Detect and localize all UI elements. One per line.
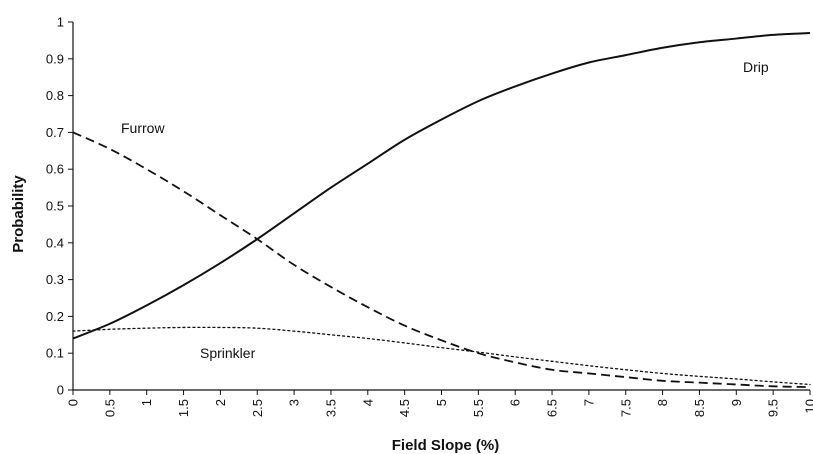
x-tick-label: 2.5	[250, 399, 265, 417]
y-tick-label: 0.6	[46, 162, 64, 177]
x-tick-label: 9.5	[766, 399, 781, 417]
y-axis-ticks: 0 0.1 0.2 0.3 0.4 0.5 0.6 0.7 0.8 0.9 1	[46, 15, 73, 398]
x-tick-label: 6	[508, 399, 523, 406]
y-tick-label: 0.2	[46, 309, 64, 324]
y-tick-label: 0.8	[46, 88, 64, 103]
x-tick-label: 0	[66, 399, 81, 406]
series-line-sprinkler	[72, 326, 811, 386]
x-tick-label: 8	[655, 399, 670, 406]
x-tick-label: 2	[213, 399, 228, 406]
x-tick-label: 3.5	[323, 399, 338, 417]
annotation-drip: Drip	[743, 59, 769, 75]
annotation-furrow: Furrow	[121, 120, 165, 136]
x-tick-label: 1	[139, 399, 154, 406]
x-tick-label: 7.5	[618, 399, 633, 417]
series-annotations: Drip Furrow Sprinkler	[121, 59, 769, 361]
x-tick-label: 7	[581, 399, 596, 406]
x-axis-title: Field Slope (%)	[392, 437, 500, 454]
y-tick-label: 0	[57, 383, 64, 398]
y-tick-label: 0.1	[46, 346, 64, 361]
y-tick-label: 1	[57, 15, 64, 30]
y-axis-title: Probability	[10, 175, 27, 253]
x-tick-label: 5	[434, 399, 449, 406]
x-tick-label: 3	[287, 399, 302, 406]
x-tick-label: 6.5	[545, 399, 560, 417]
series-line-furrow	[72, 131, 811, 388]
annotation-sprinkler: Sprinkler	[200, 345, 256, 361]
axes	[72, 22, 810, 391]
y-tick-label: 0.7	[46, 125, 64, 140]
y-tick-label: 0.3	[46, 272, 64, 287]
x-tick-label: 4	[360, 399, 375, 406]
series-line-drip	[72, 32, 811, 340]
y-tick-label: 0.4	[46, 235, 64, 250]
x-tick-label: 0.5	[102, 399, 117, 417]
x-tick-label: 10	[803, 399, 813, 413]
x-tick-label: 9	[729, 399, 744, 406]
y-tick-label: 0.5	[46, 199, 64, 214]
x-tick-label: 5.5	[471, 399, 486, 417]
x-tick-label: 1.5	[176, 399, 191, 417]
x-axis-ticks: 0 0.5 1 1.5 2 2.5 3 3.5 4 4.5 5 5.5 6 6.5 7 7.5 8 8.5 9 9.5…	[66, 390, 813, 417]
x-tick-label: 8.5	[692, 399, 707, 417]
series-lines	[72, 32, 811, 388]
x-tick-label: 4.5	[397, 399, 412, 417]
y-tick-label: 0.9	[46, 51, 64, 66]
